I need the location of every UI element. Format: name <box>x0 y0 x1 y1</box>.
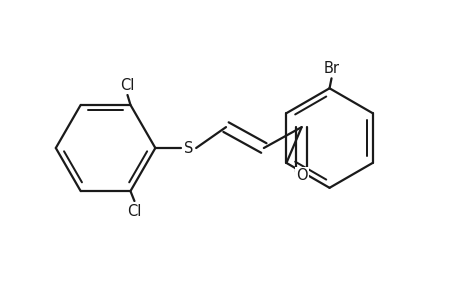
Text: S: S <box>183 140 192 155</box>
Text: O: O <box>295 168 307 183</box>
Text: Cl: Cl <box>120 77 134 92</box>
Text: Br: Br <box>323 61 339 76</box>
Text: Cl: Cl <box>127 203 141 218</box>
